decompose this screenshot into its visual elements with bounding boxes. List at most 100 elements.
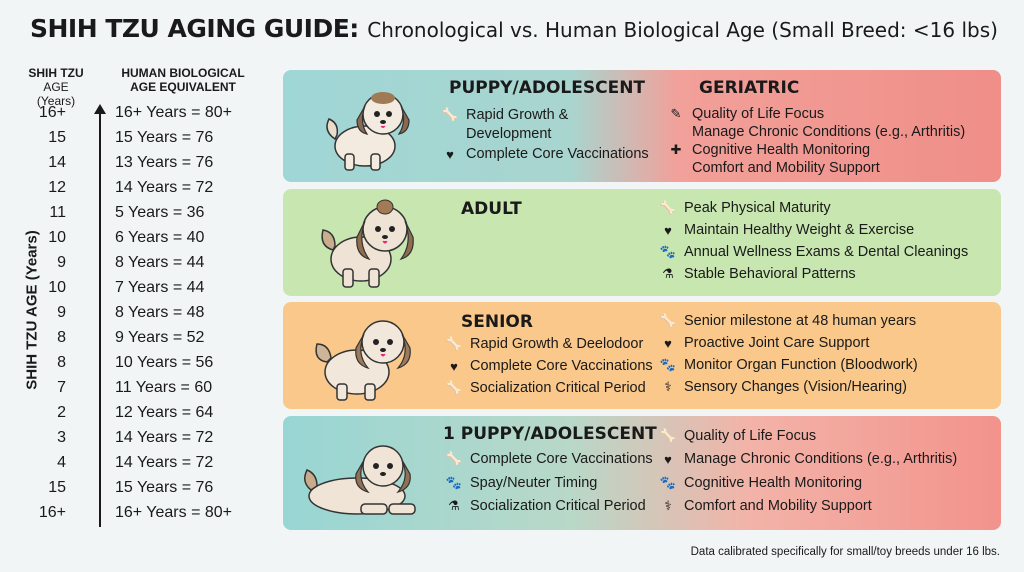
list-item: Comfort and Mobility Support <box>692 160 880 176</box>
table-row: 4 14 Years = 72 <box>20 454 260 476</box>
table-row: 2 12 Years = 64 <box>20 404 260 426</box>
dog-age-value: 7 <box>57 379 66 396</box>
table-row: 15 15 Years = 76 <box>20 479 260 501</box>
human-age-value: 6 Years = 40 <box>115 229 205 246</box>
dog-illustration <box>326 92 410 171</box>
caduceus-icon: ⚕ <box>664 498 672 513</box>
dog-illustration <box>315 320 411 401</box>
list-item: 🐾 Cognitive Health Monitoring <box>659 475 863 491</box>
table-row: 12 14 Years = 72 <box>20 179 260 201</box>
human-age-value: 15 Years = 76 <box>115 479 214 496</box>
list-item: 🐾 Annual Wellness Exams & Dental Cleaning… <box>659 244 969 260</box>
human-age-value: 13 Years = 76 <box>115 154 214 171</box>
flask-icon: ⚗ <box>662 266 674 281</box>
footnote: Data calibrated specifically for small/t… <box>690 546 1000 558</box>
flask-icon: ⚗ <box>448 498 460 513</box>
dog-age-value: 11 <box>49 204 66 221</box>
heart-icon: ♥ <box>664 335 672 351</box>
heart-icon: ♥ <box>446 146 454 162</box>
human-age-value: 14 Years = 72 <box>115 454 214 471</box>
dog-age-value: 15 <box>48 129 66 146</box>
list-item: 🐾 Spay/Neuter Timing <box>445 475 598 491</box>
axis-line <box>99 112 101 527</box>
table-row: 15 15 Years = 76 <box>20 129 260 151</box>
dog-age-value: 10 <box>48 229 66 246</box>
list-item: 🦴 Rapid Growth & Deelodoor <box>445 336 644 352</box>
list-item: ✚ Cognitive Health Monitoring <box>667 142 871 158</box>
dog-age-value: 9 <box>57 254 66 271</box>
panel-senior: SENIOR 🦴 Rapid Growth & Deelodoor ♥ Comple… <box>283 302 1001 409</box>
list-item: ♥ Maintain Healthy Weight & Exercise <box>659 222 914 238</box>
list-item: ⚗ Socialization Critical Period <box>445 498 646 514</box>
paw-icon: 🐾 <box>659 244 677 259</box>
panel-puppy-geriatric: PUPPY/ADOLESCENT 🦴 Rapid Growth & Develop… <box>283 70 1001 182</box>
column-header-shih-tzu-age: SHIH TZU AGE (Years) <box>26 66 86 108</box>
dog-age-value: 15 <box>48 479 66 496</box>
table-row: 16+ 16+ Years = 80+ <box>20 504 260 526</box>
list-item: ♥ Proactive Joint Care Support <box>659 335 869 351</box>
human-age-value: 11 Years = 60 <box>115 379 213 396</box>
list-item-continued: Development <box>466 126 552 142</box>
stage-title-puppy: PUPPY/ADOLESCENT <box>449 78 646 98</box>
table-row: 8 9 Years = 52 <box>20 329 260 351</box>
dog-age-value: 9 <box>57 304 66 321</box>
human-age-value: 7 Years = 44 <box>115 279 205 296</box>
paw-icon: 🐾 <box>659 357 677 372</box>
clipboard-icon: ✎ <box>670 106 682 121</box>
bone-icon: 🦴 <box>659 313 677 328</box>
dog-age-value: 2 <box>57 404 66 421</box>
human-age-value: 5 Years = 36 <box>115 204 205 221</box>
human-age-value: 10 Years = 56 <box>115 354 214 371</box>
list-item: ♥ Complete Core Vaccinations <box>445 358 653 374</box>
human-age-value: 16+ Years = 80+ <box>115 104 232 121</box>
dog-age-value: 16+ <box>38 504 66 521</box>
heart-icon: ♥ <box>664 451 672 467</box>
human-age-value: 9 Years = 52 <box>115 329 205 346</box>
list-item: 🐾 Monitor Organ Function (Bloodwork) <box>659 357 918 373</box>
col1-line1: SHIH TZU <box>28 66 84 80</box>
title-main: SHIH TZU AGING GUIDE: <box>30 14 359 43</box>
title-subtitle: Chronological vs. Human Biological Age (… <box>367 18 998 42</box>
table-row: 3 14 Years = 72 <box>20 429 260 451</box>
column-header-human-age: HUMAN BIOLOGICAL AGE EQUIVALENT <box>108 66 258 94</box>
human-age-value: 12 Years = 64 <box>115 404 214 421</box>
dog-age-value: 12 <box>48 179 66 196</box>
heart-icon: ♥ <box>664 222 672 238</box>
human-age-value: 8 Years = 48 <box>115 304 205 321</box>
table-row: 10 7 Years = 44 <box>20 279 260 301</box>
table-row: 9 8 Years = 48 <box>20 304 260 326</box>
list-item: 🦴 Quality of Life Focus <box>659 428 817 444</box>
table-row: 16+ 16+ Years = 80+ <box>20 104 260 126</box>
list-item: ⚗ Stable Behavioral Patterns <box>659 266 856 282</box>
stage-title-puppy-adolescent: 1 PUPPY/ADOLESCENT <box>443 424 657 444</box>
table-row: 7 11 Years = 60 <box>20 379 260 401</box>
heart-icon: ♥ <box>450 358 458 374</box>
human-age-value: 14 Years = 72 <box>115 429 214 446</box>
list-item: 🦴 Rapid Growth & <box>441 107 569 123</box>
page-title: SHIH TZU AGING GUIDE: Chronological vs. … <box>30 14 998 43</box>
list-item: ⚕ Comfort and Mobility Support <box>659 498 871 514</box>
bone-icon: 🦴 <box>659 200 677 215</box>
table-row: 9 8 Years = 44 <box>20 254 260 276</box>
paw-icon: 🐾 <box>445 475 463 490</box>
list-item: Manage Chronic Conditions (e.g., Arthrit… <box>692 124 966 140</box>
list-item: 🦴 Peak Physical Maturity <box>659 200 831 216</box>
human-age-value: 16+ Years = 80+ <box>115 504 232 521</box>
list-item: ♥ Complete Core Vaccinations <box>441 146 649 162</box>
dog-illustration <box>304 445 416 515</box>
caduceus-icon: ⚕ <box>664 379 672 394</box>
bone-icon: 🦴 <box>445 336 463 351</box>
list-item: ✎ Quality of Life Focus <box>667 106 825 122</box>
table-row: 8 10 Years = 56 <box>20 354 260 376</box>
col2-line1: HUMAN BIOLOGICAL <box>121 66 245 80</box>
dog-age-value: 14 <box>48 154 66 171</box>
dog-age-value: 3 <box>57 429 66 446</box>
stage-title-senior: SENIOR <box>461 312 533 332</box>
dog-age-value: 16+ <box>38 104 66 121</box>
panel-puppy-adolescent: 1 PUPPY/ADOLESCENT 🦴 Complete Core Vaccin… <box>283 416 1001 530</box>
list-item: ⚕ Sensory Changes (Vision/Hearing) <box>659 379 907 395</box>
human-age-value: 14 Years = 72 <box>115 179 214 196</box>
table-row: 10 6 Years = 40 <box>20 229 260 251</box>
list-item: 🦴 Socialization Critical Period <box>445 380 646 396</box>
dog-age-value: 4 <box>57 454 66 471</box>
